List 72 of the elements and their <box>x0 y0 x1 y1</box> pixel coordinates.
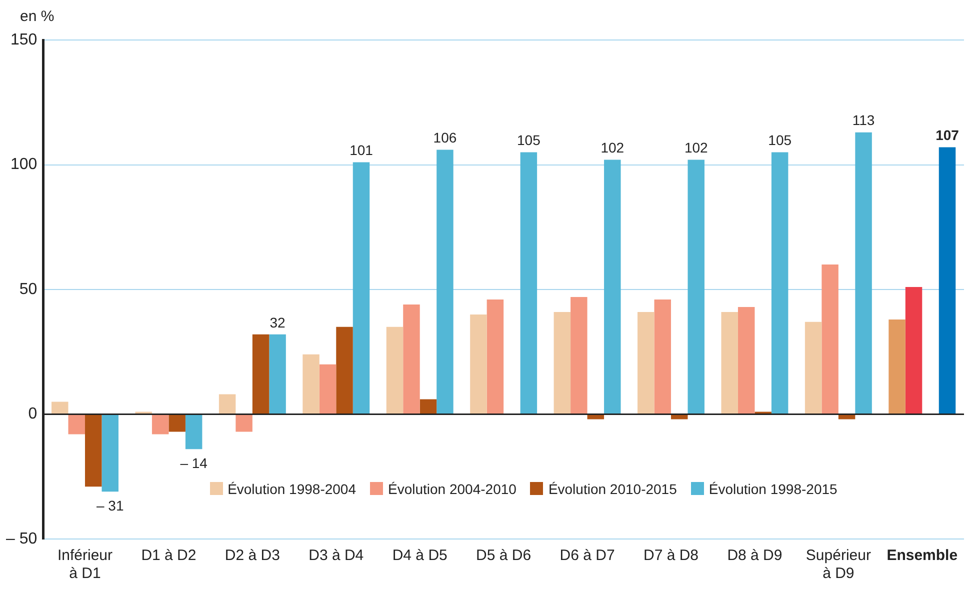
x-tick-label: D3 à D4 <box>308 547 364 564</box>
bar <box>771 152 788 414</box>
x-tick-label: D1 à D2 <box>141 547 196 564</box>
data-label: 106 <box>433 130 457 146</box>
x-tick-label: D2 à D3 <box>224 547 280 564</box>
bar <box>403 304 420 414</box>
bar <box>838 415 856 420</box>
bar <box>386 326 404 414</box>
data-label: – 31 <box>96 497 124 514</box>
data-label: 32 <box>270 314 286 330</box>
y-tick-label: 50 <box>19 280 38 298</box>
data-label: 105 <box>768 132 792 148</box>
bar <box>638 312 654 414</box>
bar <box>671 415 688 420</box>
data-label: 107 <box>936 127 960 144</box>
x-tick-label: D6 à D7 <box>560 547 615 564</box>
x-tick-label: D8 à D9 <box>727 547 782 564</box>
bar <box>152 415 169 434</box>
bar <box>486 299 504 414</box>
data-label: 102 <box>600 140 624 156</box>
bar <box>855 132 872 414</box>
bar <box>587 415 604 420</box>
bar <box>938 147 956 414</box>
data-label: 105 <box>517 132 541 148</box>
bar <box>721 312 738 414</box>
bar <box>888 319 906 414</box>
bar <box>654 299 671 414</box>
bar <box>804 322 822 414</box>
bar <box>319 364 336 414</box>
bar <box>905 287 922 414</box>
legend-label: Évolution 1998-2015 <box>708 481 838 497</box>
bar <box>554 312 571 414</box>
bar <box>604 160 621 414</box>
bar <box>470 314 487 414</box>
x-tick-label: D7 à D8 <box>643 547 699 564</box>
data-label: 102 <box>684 140 708 156</box>
x-tick-label: D5 à D6 <box>476 547 532 564</box>
bar <box>52 402 68 414</box>
x-tick-label: Supérieur à D9 <box>806 547 871 582</box>
y-tick-label: 150 <box>10 31 38 48</box>
y-tick-label: 0 <box>28 406 38 423</box>
bar <box>336 326 353 414</box>
bar <box>236 415 252 432</box>
bar <box>822 264 838 414</box>
bar <box>302 354 320 414</box>
data-label: 113 <box>852 112 875 128</box>
bar <box>436 150 454 414</box>
bar <box>168 415 186 432</box>
data-label: 101 <box>350 142 374 158</box>
y-axis-title: en % <box>20 8 54 25</box>
legend-label: Évolution 2004-2010 <box>387 481 516 497</box>
x-tick-label: Inférieur à D1 <box>57 547 113 582</box>
x-tick-label: Ensemble <box>886 547 958 564</box>
bar <box>218 394 236 414</box>
legend-label: Évolution 1998-2004 <box>226 481 356 497</box>
bar <box>688 160 704 414</box>
y-tick-label: 100 <box>10 156 38 174</box>
bar <box>102 415 118 492</box>
bar <box>520 152 538 414</box>
bar <box>738 306 755 414</box>
bar <box>85 415 102 487</box>
bar <box>420 399 437 414</box>
y-tick-label: – 50 <box>6 530 38 548</box>
bar <box>68 415 85 434</box>
bar <box>185 415 202 450</box>
bar <box>570 296 588 414</box>
data-label: – 14 <box>180 455 208 472</box>
bar <box>352 162 370 414</box>
bar <box>269 334 286 414</box>
legend-label: Évolution 2010-2015 <box>547 481 677 497</box>
bar <box>252 334 270 414</box>
x-tick-label: D4 à D5 <box>392 547 448 564</box>
